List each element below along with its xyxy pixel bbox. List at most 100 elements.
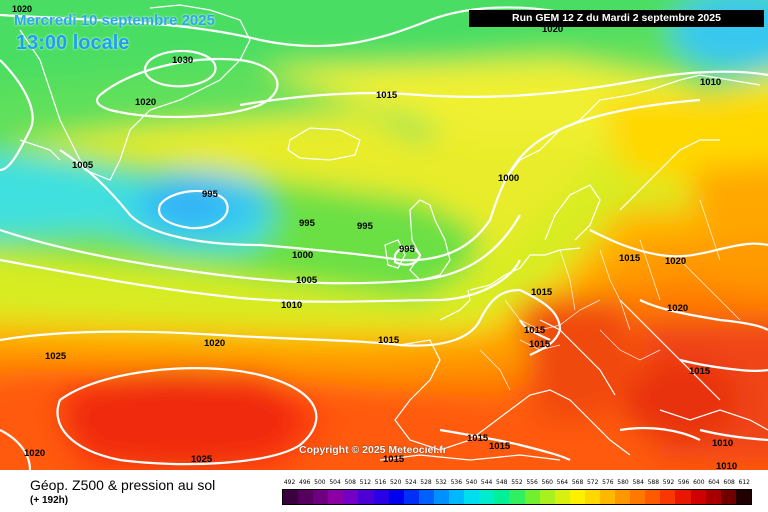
isobar-label: 1025	[191, 454, 213, 465]
scale-label: 596	[677, 479, 690, 486]
scale-label: 508	[344, 479, 356, 486]
scale-swatch	[690, 490, 706, 504]
scale-swatch	[313, 490, 329, 504]
isobar-label: 1015	[467, 433, 489, 444]
scale-swatch	[599, 490, 616, 504]
scale-label: 600	[693, 479, 705, 486]
scale-label: 604	[708, 479, 720, 486]
isobar-label: 995	[299, 218, 315, 229]
legend-title: Géop. Z500 & pression au sol	[30, 477, 216, 493]
isobar-label: 1000	[292, 250, 314, 261]
weather-map: 1020 Mercredi 10 septembre 2025 13:00 lo…	[0, 0, 768, 470]
scale-swatch	[464, 490, 480, 504]
isobar-label: 1020	[204, 338, 226, 349]
scale-swatch	[328, 490, 344, 504]
isobar-label: 1015	[376, 90, 398, 101]
scale-label: 516	[374, 479, 387, 486]
scale-label: 560	[541, 479, 553, 486]
scale-label: 580	[617, 479, 629, 486]
scale-label: 544	[480, 479, 493, 486]
scale-swatch	[554, 490, 570, 504]
isobar-label: 1020	[135, 97, 157, 108]
scale-swatch	[705, 490, 721, 504]
isobar-label: 1005	[296, 275, 318, 286]
forecast-time: 13:00 locale	[16, 32, 130, 54]
scale-swatch	[433, 490, 450, 504]
scale-swatch	[418, 490, 434, 504]
scale-label: 564	[556, 479, 569, 486]
scale-label: 584	[632, 479, 644, 486]
scale-swatch	[509, 490, 525, 504]
color-scale-labels: 492 496 500 504 508 512 516 520 524 528 532 536 540 5…	[282, 479, 752, 486]
scale-label: 568	[571, 479, 584, 486]
scale-swatch	[524, 490, 540, 504]
scale-swatch	[403, 490, 419, 504]
forecast-date: Mercredi 10 septembre 2025	[14, 12, 215, 29]
scale-label: 528	[420, 479, 432, 486]
scale-label: 540	[465, 479, 478, 486]
legend-subtitle: (+ 192h)	[30, 495, 69, 506]
scale-label: 548	[496, 479, 508, 486]
isobar-label: 1025	[45, 351, 67, 362]
scale-label: 556	[526, 479, 538, 486]
scale-swatch	[615, 490, 631, 504]
isobar-label: 1010	[716, 461, 738, 471]
scale-label: 612	[738, 479, 750, 486]
isobar-label: 995	[202, 189, 218, 200]
isobar-label: 1020	[542, 24, 564, 35]
scale-label: 552	[511, 479, 523, 486]
isobar-label: 1015	[531, 287, 553, 298]
scale-label: 536	[450, 479, 463, 486]
scale-swatch	[735, 490, 751, 504]
scale-swatch	[298, 490, 314, 504]
copyright-notice: Copyright © 2025 Meteociel.fr	[299, 444, 447, 456]
scale-swatch	[479, 490, 495, 504]
isobar-label: 1015	[378, 335, 400, 346]
legend-footer: Géop. Z500 & pression au sol (+ 192h) 49…	[0, 470, 768, 512]
isobar-label: 1015	[383, 454, 405, 465]
scale-swatch	[343, 490, 359, 504]
isobar-label: 1020	[665, 256, 687, 267]
scale-label: 512	[359, 479, 372, 486]
scale-label: 504	[329, 479, 341, 486]
isobar-label: 1005	[72, 160, 94, 171]
scale-swatch	[660, 490, 676, 504]
isobar-label: 1010	[712, 438, 734, 449]
isobar-label: 1010	[281, 300, 303, 311]
isobar-label: 995	[399, 244, 415, 255]
scale-label: 572	[586, 479, 599, 486]
isobars	[0, 6, 768, 470]
isobar-label: 1015	[529, 339, 551, 350]
geopotential-color-field	[0, 0, 768, 470]
scale-label: 492	[283, 479, 296, 486]
scale-label: 608	[723, 479, 735, 486]
isobar-label: 1030	[172, 55, 194, 66]
scale-swatch	[449, 490, 465, 504]
isobar-label: 1010	[700, 77, 722, 88]
isobar-label: 1015	[689, 366, 711, 377]
corner-isobar-label: 1020	[12, 4, 33, 14]
scale-swatch	[675, 490, 691, 504]
scale-label: 496	[299, 479, 311, 486]
isobar-label: 1015	[489, 441, 511, 452]
scale-label: 592	[662, 479, 675, 486]
scale-swatch	[494, 490, 510, 504]
scale-swatch	[569, 490, 585, 504]
map-canvas	[0, 0, 768, 470]
scale-label: 520	[389, 479, 402, 486]
isobar-label: 1015	[524, 325, 546, 336]
scale-swatch	[645, 490, 661, 504]
scale-swatch	[388, 490, 404, 504]
model-run-info: Run GEM 12 Z du Mardi 2 septembre 2025	[469, 10, 764, 27]
isobar-label: 1015	[619, 253, 641, 264]
scale-label: 576	[602, 479, 614, 486]
scale-swatch	[283, 490, 299, 504]
scale-swatch	[584, 490, 600, 504]
isobar-label: 1020	[24, 448, 46, 459]
scale-swatch	[539, 490, 555, 504]
scale-swatch	[720, 490, 736, 504]
scale-swatch	[630, 490, 646, 504]
scale-label: 532	[435, 479, 447, 486]
color-scale-bar	[282, 489, 752, 505]
scale-label: 500	[314, 479, 326, 486]
